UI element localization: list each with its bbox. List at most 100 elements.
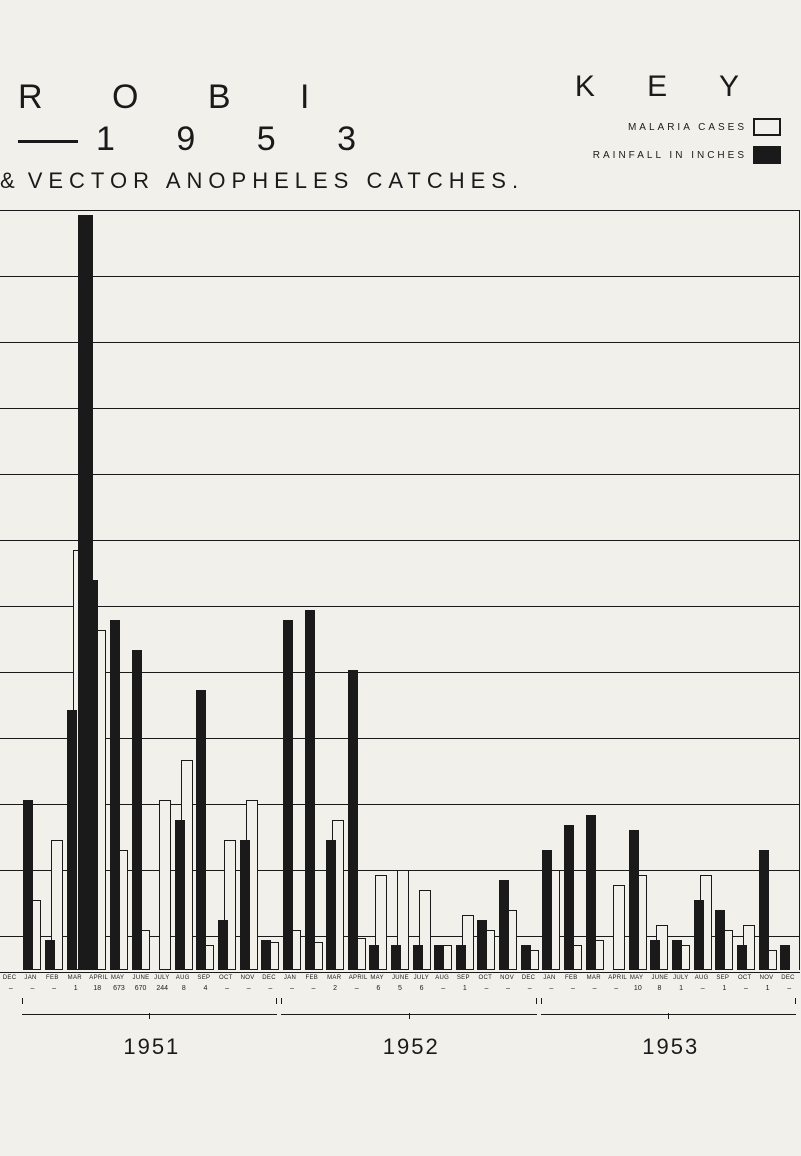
bar-rainfall [283, 620, 293, 970]
key-entry-rainfall: RAINFALL IN INCHES [593, 146, 781, 164]
value-label: – [565, 985, 581, 992]
bar-cases [159, 800, 171, 970]
value-label: 6 [370, 985, 386, 992]
value-label: – [781, 985, 797, 992]
year-brace [281, 1000, 536, 1015]
title-dash [18, 140, 78, 143]
bar-rainfall [305, 610, 315, 970]
year-brace [22, 1000, 277, 1015]
bar-rainfall-tall [78, 215, 93, 970]
month-label: APRIL [89, 975, 108, 981]
key-entry-malaria-label: MALARIA CASES [628, 122, 747, 133]
bar-rainfall [391, 945, 401, 970]
bar-rainfall [521, 945, 531, 970]
bar-rainfall [413, 945, 423, 970]
month-label: SEP [197, 975, 210, 981]
month-label: JULY [673, 975, 688, 981]
value-label: – [543, 985, 559, 992]
month-label: JUNE [133, 975, 150, 981]
bar-rainfall [45, 940, 55, 970]
bar-rainfall [759, 850, 769, 970]
bar-rainfall [67, 710, 77, 970]
bar-rainfall [240, 840, 250, 970]
month-label: JULY [414, 975, 429, 981]
value-label: – [262, 985, 278, 992]
bar-rainfall [348, 670, 358, 970]
value-label: – [241, 985, 257, 992]
month-label: APRIL [608, 975, 627, 981]
month-label: MAY [111, 975, 124, 981]
month-label: OCT [219, 975, 233, 981]
value-label: – [608, 985, 624, 992]
month-label: FEB [565, 975, 578, 981]
key-entry-rainfall-label: RAINFALL IN INCHES [593, 150, 747, 161]
bar-rainfall [672, 940, 682, 970]
bar-rainfall [564, 825, 574, 970]
month-label: DEC [781, 975, 795, 981]
month-label: FEB [306, 975, 319, 981]
month-label: NOV [760, 975, 774, 981]
month-label: FEB [46, 975, 59, 981]
value-label: – [306, 985, 322, 992]
year-label: 1951 [123, 1034, 180, 1060]
bar-rainfall [110, 620, 120, 970]
bar-rainfall [694, 900, 704, 970]
value-label: 8 [651, 985, 667, 992]
month-label: DEC [3, 975, 17, 981]
page: R O B I 1 9 5 3 &VECTOR ANOPHELES CATCHE… [0, 0, 801, 1156]
axis-months: DEC–JAN–FEB–MAR1APRIL18MAY673JUNE670JULY… [0, 972, 800, 1001]
value-label: 1 [68, 985, 84, 992]
value-label: – [219, 985, 235, 992]
bar-rainfall [715, 910, 725, 970]
value-label: – [46, 985, 62, 992]
legend-swatch-open [753, 118, 781, 136]
month-label: JUNE [651, 975, 668, 981]
key-heading: K E Y [575, 70, 761, 104]
bar-rainfall [477, 920, 487, 970]
bar-rainfall [542, 850, 552, 970]
month-label: JAN [284, 975, 296, 981]
month-label: AUG [695, 975, 709, 981]
month-label: AUG [435, 975, 449, 981]
month-label: JUNE [392, 975, 409, 981]
value-label: 670 [133, 985, 149, 992]
value-label: 1 [457, 985, 473, 992]
month-label: MAY [630, 975, 643, 981]
value-label: 673 [111, 985, 127, 992]
year-label: 1953 [642, 1034, 699, 1060]
value-label: 1 [716, 985, 732, 992]
bar-rainfall [499, 880, 509, 970]
bar-rainfall [737, 945, 747, 970]
month-label: APRIL [349, 975, 368, 981]
value-label: 244 [154, 985, 170, 992]
month-label: MAY [370, 975, 383, 981]
value-label: – [24, 985, 40, 992]
bar-rainfall [586, 815, 596, 970]
bar-rainfall [629, 830, 639, 970]
month-label: JULY [154, 975, 169, 981]
title-year-text: 1 9 5 3 [96, 120, 382, 158]
value-label: 5 [392, 985, 408, 992]
bar-rainfall [326, 840, 336, 970]
subtitle: &VECTOR ANOPHELES CATCHES. [0, 168, 524, 194]
month-label: NOV [241, 975, 255, 981]
month-label: OCT [738, 975, 752, 981]
value-label: – [587, 985, 603, 992]
year-label: 1952 [383, 1034, 440, 1060]
month-label: JAN [543, 975, 555, 981]
value-label: – [3, 985, 19, 992]
bar-cases [613, 885, 625, 970]
value-label: 10 [630, 985, 646, 992]
value-label: – [738, 985, 754, 992]
month-label: SEP [716, 975, 729, 981]
bar-rainfall [261, 940, 271, 970]
month-label: DEC [262, 975, 276, 981]
value-label: 1 [673, 985, 689, 992]
legend-swatch-solid [753, 146, 781, 164]
subtitle-amp: & [0, 168, 18, 193]
bar-rainfall [218, 920, 228, 970]
month-label: MAR [587, 975, 601, 981]
title-robi: R O B I [18, 78, 339, 117]
bar-rainfall [434, 945, 444, 970]
value-label: 4 [197, 985, 213, 992]
